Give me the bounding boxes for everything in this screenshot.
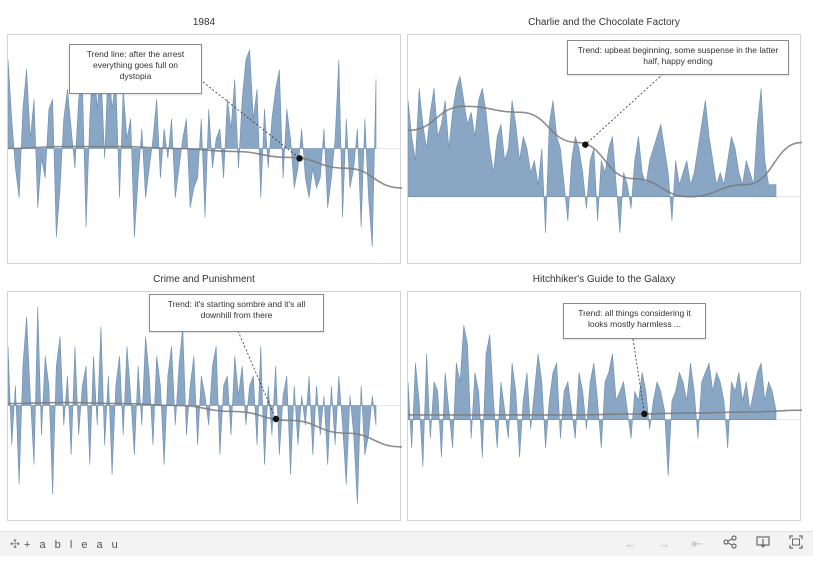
annotation-point: [641, 410, 648, 418]
panel-charlie: Charlie and the Chocolate Factory Trend:…: [407, 12, 802, 264]
sentiment-area: [408, 76, 777, 233]
panel-1984: 1984 Trend line: after the arrest everyt…: [7, 12, 402, 264]
trend-line: [408, 409, 802, 416]
chart-svg: [408, 325, 802, 477]
annotation-leader: [202, 81, 300, 159]
download-glyph: [756, 536, 770, 548]
trend-line: [8, 145, 402, 189]
panel-title: Crime and Punishment: [7, 269, 401, 292]
tableau-toolbar: ✣ + a b l e a u ← → ⇤: [0, 531, 813, 556]
share-glyph: [723, 535, 737, 549]
panel-hitchhiker: Hitchhiker's Guide to the Galaxy Trend: …: [407, 269, 802, 521]
share-icon[interactable]: [719, 535, 741, 553]
annotation-point: [272, 415, 280, 423]
panel-title: Hitchhiker's Guide to the Galaxy: [407, 269, 801, 292]
annotation-point: [582, 141, 589, 148]
plot-area: [407, 34, 802, 264]
panel-crime: Crime and Punishment Trend: it's startin…: [7, 269, 402, 521]
revert-icon[interactable]: ⇤: [691, 536, 703, 551]
annotation-box: Trend: upbeat beginning, some suspense i…: [567, 40, 789, 75]
annotation-leader: [585, 73, 664, 145]
chart-svg: [8, 49, 402, 248]
chart-svg: [8, 306, 402, 505]
download-icon[interactable]: [752, 535, 774, 553]
redo-icon[interactable]: →: [657, 536, 671, 551]
undo-icon[interactable]: ←: [624, 536, 638, 551]
plot-area: [407, 291, 802, 521]
trend-line: [408, 105, 802, 198]
annotation-box: Trend line: after the arrest everything …: [69, 44, 202, 94]
fullscreen-icon[interactable]: [785, 535, 807, 553]
sentiment-area: [8, 306, 377, 505]
panel-title: Charlie and the Chocolate Factory: [407, 12, 801, 35]
annotation-leader: [632, 338, 645, 414]
tableau-logo-icon: ✣: [10, 537, 21, 551]
trend-line: [8, 401, 402, 448]
annotation-box: Trend: all things considering it looks m…: [563, 303, 706, 339]
plot-area: [7, 34, 402, 264]
panel-title: 1984: [7, 12, 401, 35]
annotation-point: [296, 155, 303, 162]
annotation-box: Trend: it's starting sombre and it's all…: [149, 294, 324, 332]
fullscreen-glyph: [789, 535, 803, 549]
plot-area: [7, 291, 402, 521]
chart-svg: [408, 73, 802, 233]
tableau-logo[interactable]: ✣ + a b l e a u: [10, 537, 121, 551]
sentiment-area: [408, 325, 777, 477]
